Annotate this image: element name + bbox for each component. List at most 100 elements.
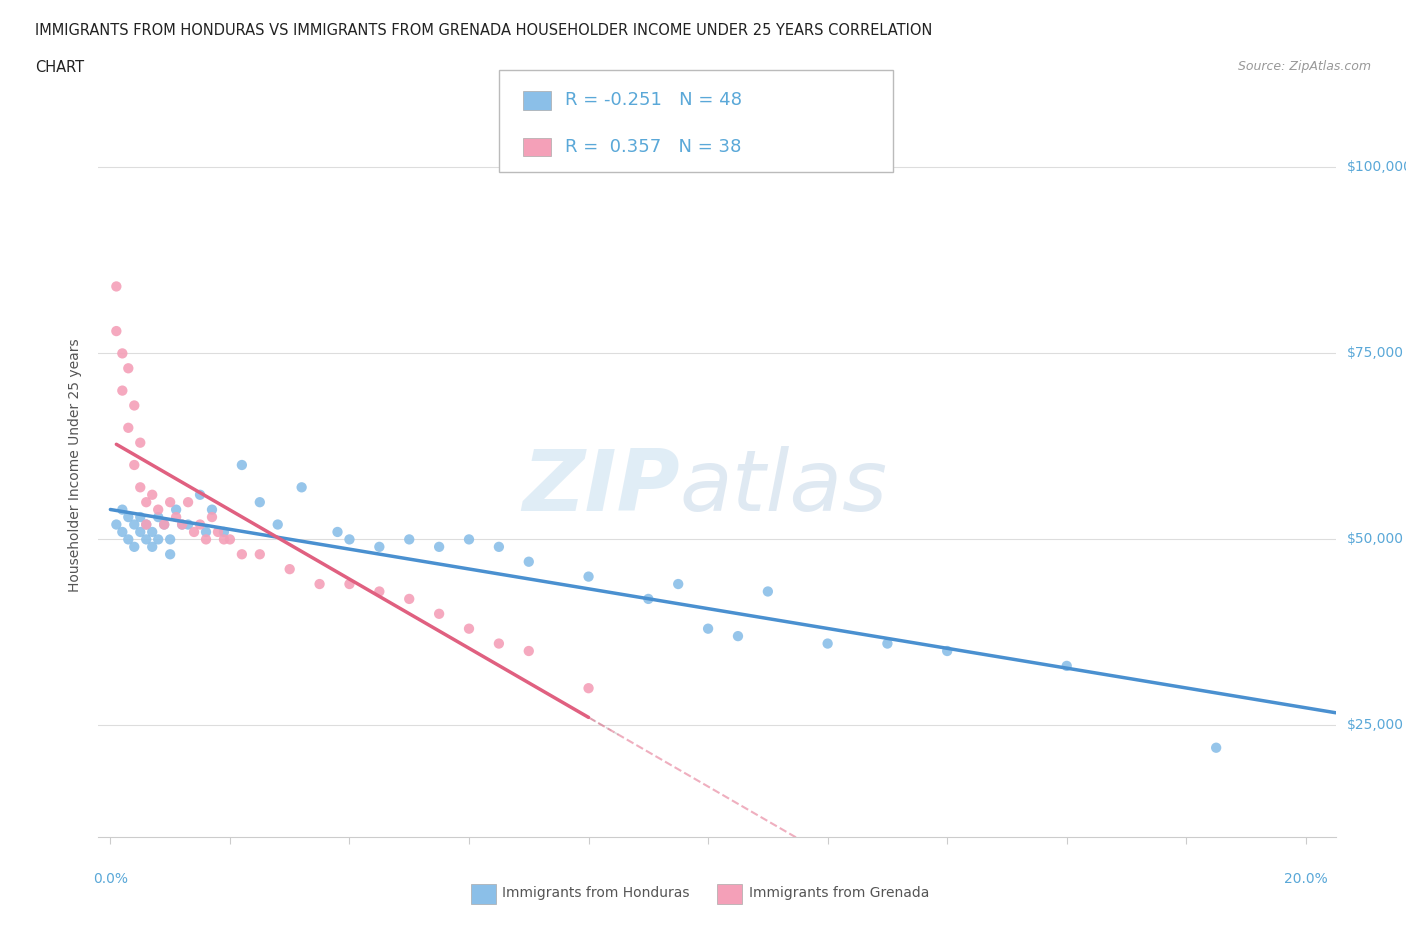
Point [124,539,146,554]
Point [427,606,450,621]
Point [578,569,600,584]
Point [339,532,361,547]
Point [141,487,163,502]
Point [291,480,314,495]
Point [105,517,128,532]
Point [207,525,229,539]
Point [135,532,157,547]
Point [201,510,224,525]
Point [183,525,205,539]
Point [278,562,301,577]
Point [135,517,157,532]
Point [124,517,146,532]
Point [111,346,134,361]
Point [129,525,152,539]
Point [117,532,139,547]
Point [111,525,134,539]
Point [129,510,152,525]
Point [231,458,253,472]
Point [148,502,170,517]
Text: CHART: CHART [35,60,84,75]
Text: Source: ZipAtlas.com: Source: ZipAtlas.com [1237,60,1371,73]
Point [135,495,157,510]
Point [188,487,211,502]
Point [153,517,176,532]
Point [1056,658,1078,673]
Point [212,532,235,547]
Point [817,636,839,651]
Point [308,577,330,591]
Point [117,361,139,376]
Point [697,621,720,636]
Text: R = -0.251   N = 48: R = -0.251 N = 48 [565,91,742,110]
Text: R =  0.357   N = 38: R = 0.357 N = 38 [565,138,741,156]
Point [398,591,420,606]
Point [368,539,391,554]
Point [488,539,510,554]
Point [165,502,187,517]
Point [517,554,540,569]
Point [141,525,163,539]
Point [111,383,134,398]
Point [578,681,600,696]
Point [368,584,391,599]
Point [141,539,163,554]
Point [177,517,200,532]
Point [165,510,187,525]
Text: $75,000: $75,000 [1347,346,1403,361]
Text: atlas: atlas [681,445,889,529]
Point [105,279,128,294]
Point [249,547,271,562]
Point [124,458,146,472]
Point [249,495,271,510]
Point [111,502,134,517]
Text: Immigrants from Honduras: Immigrants from Honduras [502,885,689,900]
Text: Immigrants from Grenada: Immigrants from Grenada [749,885,929,900]
Text: IMMIGRANTS FROM HONDURAS VS IMMIGRANTS FROM GRENADA HOUSEHOLDER INCOME UNDER 25 : IMMIGRANTS FROM HONDURAS VS IMMIGRANTS F… [35,23,932,38]
Point [153,517,176,532]
Point [231,547,253,562]
Point [458,621,481,636]
Point [195,532,218,547]
Point [177,495,200,510]
Point [637,591,659,606]
Point [129,435,152,450]
Point [267,517,290,532]
Point [117,420,139,435]
Point [159,547,181,562]
Point [427,539,450,554]
Point [666,577,689,591]
Point [148,532,170,547]
Point [876,636,898,651]
Point [517,644,540,658]
Point [212,525,235,539]
Point [105,324,128,339]
Text: 20.0%: 20.0% [1284,871,1327,885]
Point [201,502,224,517]
Point [148,510,170,525]
Point [159,532,181,547]
Point [159,495,181,510]
Point [936,644,959,658]
Point [727,629,749,644]
Point [188,517,211,532]
Point [129,480,152,495]
Point [488,636,510,651]
Text: $100,000: $100,000 [1347,160,1406,175]
Text: $25,000: $25,000 [1347,718,1403,733]
Text: 0.0%: 0.0% [93,871,128,885]
Point [458,532,481,547]
Point [195,525,218,539]
Point [117,510,139,525]
Point [756,584,779,599]
Point [135,517,157,532]
Point [1205,740,1227,755]
Text: ZIP: ZIP [522,445,681,529]
Point [172,517,194,532]
Point [339,577,361,591]
Point [219,532,242,547]
Point [326,525,349,539]
Y-axis label: Householder Income Under 25 years: Householder Income Under 25 years [69,339,83,591]
Point [172,517,194,532]
Text: $50,000: $50,000 [1347,532,1403,547]
